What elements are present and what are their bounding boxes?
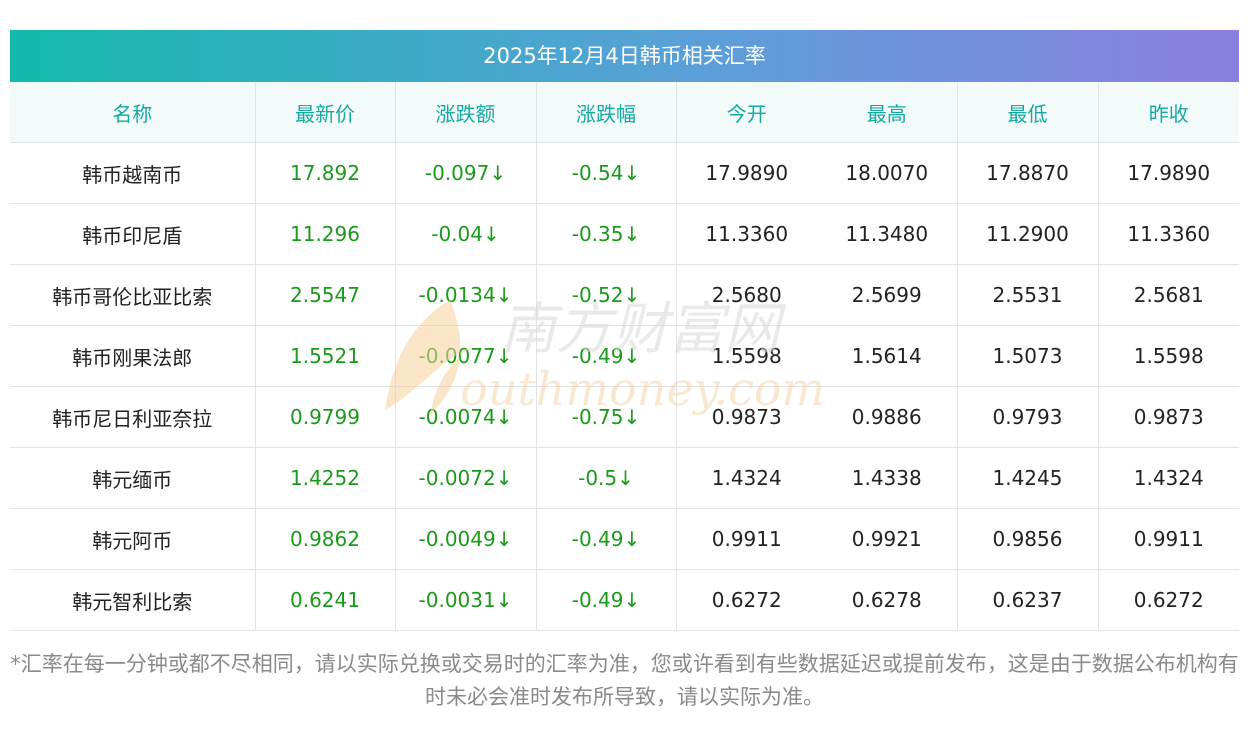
cell-open: 2.5680 [676,264,817,326]
cell-latest: 17.892 [255,142,396,204]
cell-prev: 1.4324 [1098,447,1239,509]
cell-change: -0.097↓ [395,142,537,204]
cell-high: 18.0070 [817,142,958,204]
cell-name: 韩币尼日利亚奈拉 [10,386,256,448]
table-row: 韩元智利比索 0.6241 -0.0031↓ -0.49↓ 0.6272 0.6278 0.… [10,569,1239,631]
cell-high: 0.9886 [817,386,958,448]
cell-high: 0.9921 [817,508,958,570]
cell-low: 0.9856 [957,508,1099,570]
table-row: 韩币刚果法郎 1.5521 -0.0077↓ -0.49↓ 1.5598 1.5614 1.… [10,325,1239,387]
cell-prev: 11.3360 [1098,203,1239,265]
cell-pct: -0.49↓ [536,569,677,631]
cell-open: 0.9911 [676,508,817,570]
cell-change: -0.04↓ [395,203,537,265]
cell-prev: 0.6272 [1098,569,1239,631]
cell-change: -0.0049↓ [395,508,537,570]
header-row: 名称 最新价 涨跌额 涨跌幅 今开 最高 最低 昨收 [10,82,1239,143]
cell-latest: 1.5521 [255,325,396,387]
cell-name: 韩币印尼盾 [10,203,256,265]
header-low: 最低 [957,82,1099,143]
table-row: 韩币越南币 17.892 -0.097↓ -0.54↓ 17.9890 18.0070 17… [10,142,1239,204]
header-name: 名称 [10,82,256,143]
cell-high: 2.5699 [817,264,958,326]
cell-pct: -0.49↓ [536,325,677,387]
cell-high: 1.5614 [817,325,958,387]
cell-open: 0.9873 [676,386,817,448]
cell-low: 0.6237 [957,569,1099,631]
cell-pct: -0.52↓ [536,264,677,326]
table-row: 韩元缅币 1.4252 -0.0072↓ -0.5↓ 1.4324 1.4338 1.424… [10,447,1239,509]
cell-latest: 0.9862 [255,508,396,570]
cell-change: -0.0031↓ [395,569,537,631]
cell-name: 韩元缅币 [10,447,256,509]
cell-latest: 0.6241 [255,569,396,631]
cell-change: -0.0077↓ [395,325,537,387]
header-change: 涨跌额 [395,82,537,143]
cell-name: 韩币哥伦比亚比索 [10,264,256,326]
cell-pct: -0.54↓ [536,142,677,204]
cell-latest: 11.296 [255,203,396,265]
cell-name: 韩元阿币 [10,508,256,570]
cell-open: 11.3360 [676,203,817,265]
footnote: *汇率在每一分钟或都不尽相同，请以实际兑换或交易时的汇率为准，您或许看到有些数据… [10,652,1239,709]
cell-change: -0.0074↓ [395,386,537,448]
cell-pct: -0.35↓ [536,203,677,265]
cell-low: 1.5073 [957,325,1099,387]
cell-open: 1.5598 [676,325,817,387]
cell-low: 17.8870 [957,142,1099,204]
cell-prev: 0.9911 [1098,508,1239,570]
cell-prev: 17.9890 [1098,142,1239,204]
cell-prev: 2.5681 [1098,264,1239,326]
cell-prev: 1.5598 [1098,325,1239,387]
header-prev: 昨收 [1098,82,1239,143]
cell-low: 1.4245 [957,447,1099,509]
cell-low: 2.5531 [957,264,1099,326]
cell-name: 韩币越南币 [10,142,256,204]
cell-pct: -0.49↓ [536,508,677,570]
cell-latest: 2.5547 [255,264,396,326]
cell-change: -0.0134↓ [395,264,537,326]
rate-table: 名称 最新价 涨跌额 涨跌幅 今开 最高 最低 昨收 韩币越南币 17.892 -0… [10,82,1239,631]
cell-open: 1.4324 [676,447,817,509]
table-title: 2025年12月4日韩币相关汇率 [10,30,1239,82]
header-open: 今开 [676,82,817,143]
cell-high: 11.3480 [817,203,958,265]
cell-open: 0.6272 [676,569,817,631]
cell-name: 韩币刚果法郎 [10,325,256,387]
table-row: 韩币哥伦比亚比索 2.5547 -0.0134↓ -0.52↓ 2.5680 2.5699… [10,264,1239,326]
header-latest: 最新价 [255,82,396,143]
cell-pct: -0.5↓ [536,447,677,509]
table-row: 韩元阿币 0.9862 -0.0049↓ -0.49↓ 0.9911 0.9921 0.98… [10,508,1239,570]
cell-high: 1.4338 [817,447,958,509]
header-pct: 涨跌幅 [536,82,677,143]
cell-latest: 1.4252 [255,447,396,509]
cell-prev: 0.9873 [1098,386,1239,448]
cell-latest: 0.9799 [255,386,396,448]
table-row: 韩币印尼盾 11.296 -0.04↓ -0.35↓ 11.3360 11.3480 11.… [10,203,1239,265]
table-row: 韩币尼日利亚奈拉 0.9799 -0.0074↓ -0.75↓ 0.9873 0.9886… [10,386,1239,448]
cell-name: 韩元智利比索 [10,569,256,631]
cell-open: 17.9890 [676,142,817,204]
cell-change: -0.0072↓ [395,447,537,509]
cell-pct: -0.75↓ [536,386,677,448]
cell-high: 0.6278 [817,569,958,631]
rate-table-container: 2025年12月4日韩币相关汇率 名称 最新价 涨跌额 涨跌幅 今开 最高 最低… [10,30,1239,631]
header-high: 最高 [817,82,958,143]
cell-low: 0.9793 [957,386,1099,448]
cell-low: 11.2900 [957,203,1099,265]
